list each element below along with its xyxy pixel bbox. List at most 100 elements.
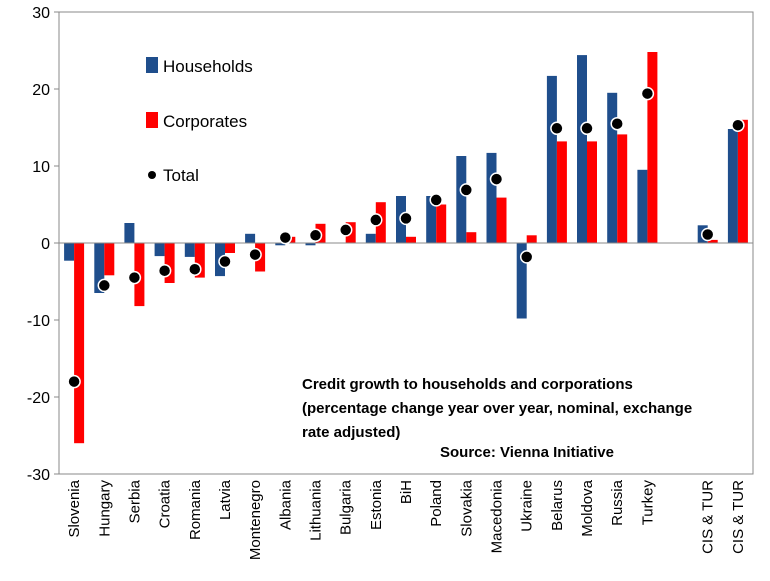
- legend-marker-total: [148, 171, 156, 179]
- corporate-bar: [617, 134, 628, 243]
- total-point: [157, 263, 172, 278]
- total-point: [369, 213, 383, 227]
- total-point: [127, 270, 142, 285]
- category-label: Romania: [187, 479, 204, 540]
- category-label: Slovenia: [66, 479, 83, 537]
- category-label: Serbia: [126, 479, 143, 523]
- category-label: CIS & TUR: [700, 480, 717, 554]
- category-label: Russia: [609, 479, 626, 526]
- household-bar: [275, 243, 286, 246]
- total-point: [610, 116, 624, 131]
- household-bar: [577, 55, 587, 243]
- annotation-source: Source: Vienna Initiative: [440, 444, 614, 461]
- legend-swatch-corporates: [146, 112, 158, 128]
- total-point: [640, 86, 655, 101]
- category-label: Croatia: [157, 479, 174, 528]
- corporate-bar: [737, 119, 748, 243]
- category-label: Moldova: [579, 479, 596, 536]
- corporate-bar: [406, 236, 416, 243]
- household-bar: [516, 243, 527, 319]
- total-point: [97, 278, 112, 293]
- household-bar: [365, 233, 376, 243]
- corporate-bar: [556, 141, 567, 243]
- y-tick-label: 30: [32, 5, 50, 22]
- y-axis: -30 -20 -10 0 10 20 30: [27, 5, 59, 484]
- household-bar: [184, 243, 195, 257]
- total-points: [67, 86, 745, 389]
- total-point: [308, 228, 323, 243]
- category-label: Ukraine: [519, 480, 536, 532]
- total-point: [218, 254, 232, 269]
- category-label: Albania: [277, 479, 294, 530]
- bar-series: [64, 52, 748, 444]
- total-point: [459, 183, 474, 197]
- total-point: [580, 121, 594, 136]
- total-point: [188, 262, 202, 276]
- total-point: [731, 118, 745, 132]
- y-tick-label: 10: [32, 159, 50, 176]
- x-axis-categories: Slovenia Hungary Serbia Croatia Romania Latvi…: [66, 479, 747, 560]
- category-label: Estonia: [368, 479, 385, 530]
- total-point: [489, 172, 504, 186]
- corporate-bar: [707, 239, 718, 243]
- legend-swatch-households: [146, 57, 158, 73]
- household-bar: [456, 156, 467, 243]
- y-tick-label: -30: [27, 467, 50, 484]
- total-point: [248, 247, 262, 262]
- annotation-line-2: (percentage change year over year, nomin…: [302, 400, 692, 417]
- corporate-bar: [104, 243, 115, 276]
- corporate-bar: [436, 204, 447, 243]
- annotation-line-3: rate adjusted): [302, 424, 400, 441]
- category-label: Slovakia: [458, 479, 475, 536]
- y-tick-label: -10: [27, 313, 50, 330]
- total-point: [700, 227, 715, 242]
- legend-label-households: Households: [163, 57, 253, 76]
- legend: Households Corporates Total: [146, 57, 253, 185]
- category-label: Turkey: [639, 480, 656, 526]
- corporate-bar: [526, 235, 537, 243]
- category-label: CIS & TUR: [730, 480, 747, 554]
- household-bar: [546, 75, 557, 244]
- corporate-bar: [647, 52, 658, 243]
- annotation: Credit growth to households and corporat…: [302, 376, 692, 461]
- household-bar: [94, 243, 105, 293]
- household-bar: [607, 92, 618, 243]
- annotation-line-1: Credit growth to households and corporat…: [302, 376, 633, 393]
- household-bar: [727, 129, 738, 243]
- total-point: [278, 230, 293, 245]
- corporate-bar: [587, 141, 597, 243]
- category-label: Bulgaria: [338, 479, 355, 535]
- corporate-bar: [74, 243, 85, 444]
- category-label: Lithuania: [307, 479, 324, 541]
- household-bar: [486, 152, 497, 243]
- corporate-bar: [164, 243, 175, 283]
- y-tick-label: -20: [27, 390, 50, 407]
- category-label: Belarus: [549, 480, 566, 531]
- corporate-bar: [225, 243, 235, 253]
- total-point: [550, 121, 564, 136]
- y-tick-label: 0: [41, 236, 50, 253]
- total-point: [67, 374, 81, 389]
- household-bar: [154, 243, 165, 257]
- category-label: Hungary: [96, 480, 113, 537]
- total-point: [338, 223, 353, 237]
- total-point: [519, 250, 534, 264]
- total-point: [399, 211, 413, 226]
- category-label: Macedonia: [489, 479, 506, 553]
- legend-label-corporates: Corporates: [163, 112, 247, 131]
- household-bar: [426, 196, 437, 243]
- category-label: BiH: [398, 480, 415, 504]
- household-bar: [637, 169, 648, 243]
- category-label: Montenegro: [247, 480, 264, 560]
- corporate-bar: [496, 197, 507, 243]
- y-tick-label: 20: [32, 82, 50, 99]
- household-bar: [305, 243, 316, 246]
- corporate-bar: [194, 243, 205, 278]
- household-bar: [64, 243, 75, 261]
- category-label: Poland: [428, 480, 445, 527]
- legend-label-total: Total: [163, 166, 199, 185]
- total-point: [429, 193, 443, 207]
- category-label: Latvia: [217, 479, 234, 520]
- household-bar: [245, 233, 256, 243]
